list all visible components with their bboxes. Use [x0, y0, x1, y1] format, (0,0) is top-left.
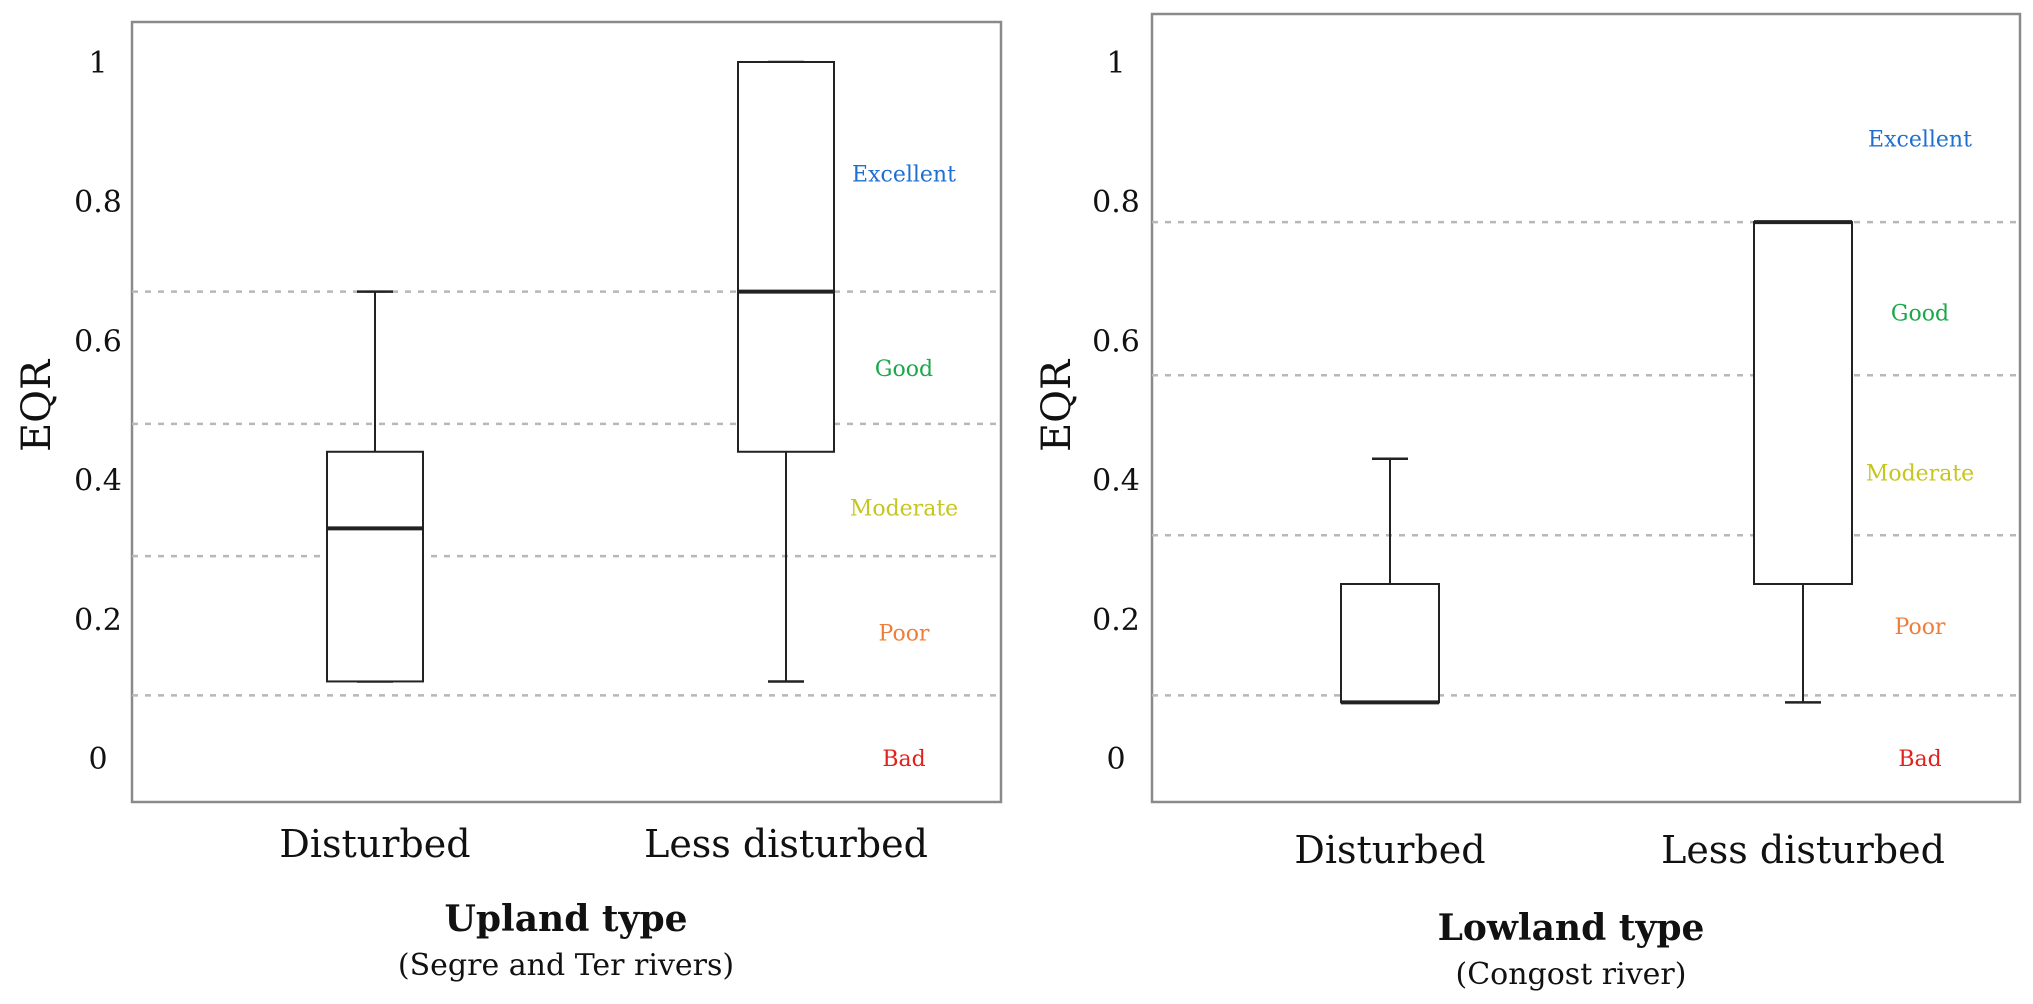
quality-class-label: Bad — [1898, 747, 1941, 772]
y-tick-label: 0.6 — [1092, 324, 1140, 359]
quality-class-label: Good — [875, 357, 933, 382]
quality-class-label: Excellent — [852, 162, 956, 187]
iqr-box — [1753, 221, 1853, 586]
quality-class-label: Bad — [882, 747, 925, 772]
quality-class-label: Moderate — [1866, 462, 1974, 487]
box-plot — [1340, 457, 1440, 705]
y-tick-label: 1 — [1106, 46, 1125, 81]
box-plot — [326, 290, 424, 683]
x-category-label: Disturbed — [1294, 828, 1485, 872]
x-category-label: Less disturbed — [1661, 828, 1945, 872]
y-axis-label: EQR — [14, 358, 60, 452]
x-category-label: Less disturbed — [644, 822, 928, 866]
lowland-chart-panel: 0 0.2 0.4 0.6 0.8 1 EQR Disturbed Less disturbed… — [1034, 12, 2022, 992]
y-tick-label: 0.4 — [74, 464, 122, 499]
upland-chart-panel: 0 0.2 0.4 0.6 0.8 1 EQR Disturbed Less disturbed… — [14, 20, 1003, 983]
y-tick-label: 0.8 — [74, 185, 122, 220]
y-tick-label: 0.6 — [74, 324, 122, 359]
quality-class-label: Poor — [879, 622, 930, 647]
y-tick-label: 0.2 — [74, 603, 122, 638]
quality-class-label: Excellent — [1868, 128, 1972, 153]
chart-title: Lowland type — [1438, 907, 1705, 949]
y-tick-label: 0 — [1106, 742, 1125, 777]
plot-frame — [130, 20, 1003, 804]
plot-frame — [1150, 12, 2022, 804]
chart-subtitle: (Congost river) — [1456, 957, 1687, 992]
box-plot — [1753, 220, 1853, 704]
quality-class-label: Poor — [1895, 615, 1946, 640]
chart-subtitle: (Segre and Ter rivers) — [398, 948, 734, 983]
y-tick-label: 0 — [88, 742, 107, 777]
y-axis-label: EQR — [1034, 358, 1080, 452]
box-plot — [737, 60, 835, 683]
quality-class-label: Good — [1891, 302, 1949, 327]
iqr-box — [737, 61, 835, 453]
y-tick-label: 0.4 — [1092, 464, 1140, 499]
x-category-label: Disturbed — [279, 822, 470, 866]
quality-class-label: Moderate — [850, 496, 958, 521]
y-tick-label: 0.2 — [1092, 603, 1140, 638]
y-tick-label: 1 — [88, 46, 107, 81]
iqr-box — [326, 450, 424, 683]
iqr-box — [1340, 583, 1440, 704]
chart-title: Upland type — [444, 898, 687, 940]
y-tick-label: 0.8 — [1092, 185, 1140, 220]
